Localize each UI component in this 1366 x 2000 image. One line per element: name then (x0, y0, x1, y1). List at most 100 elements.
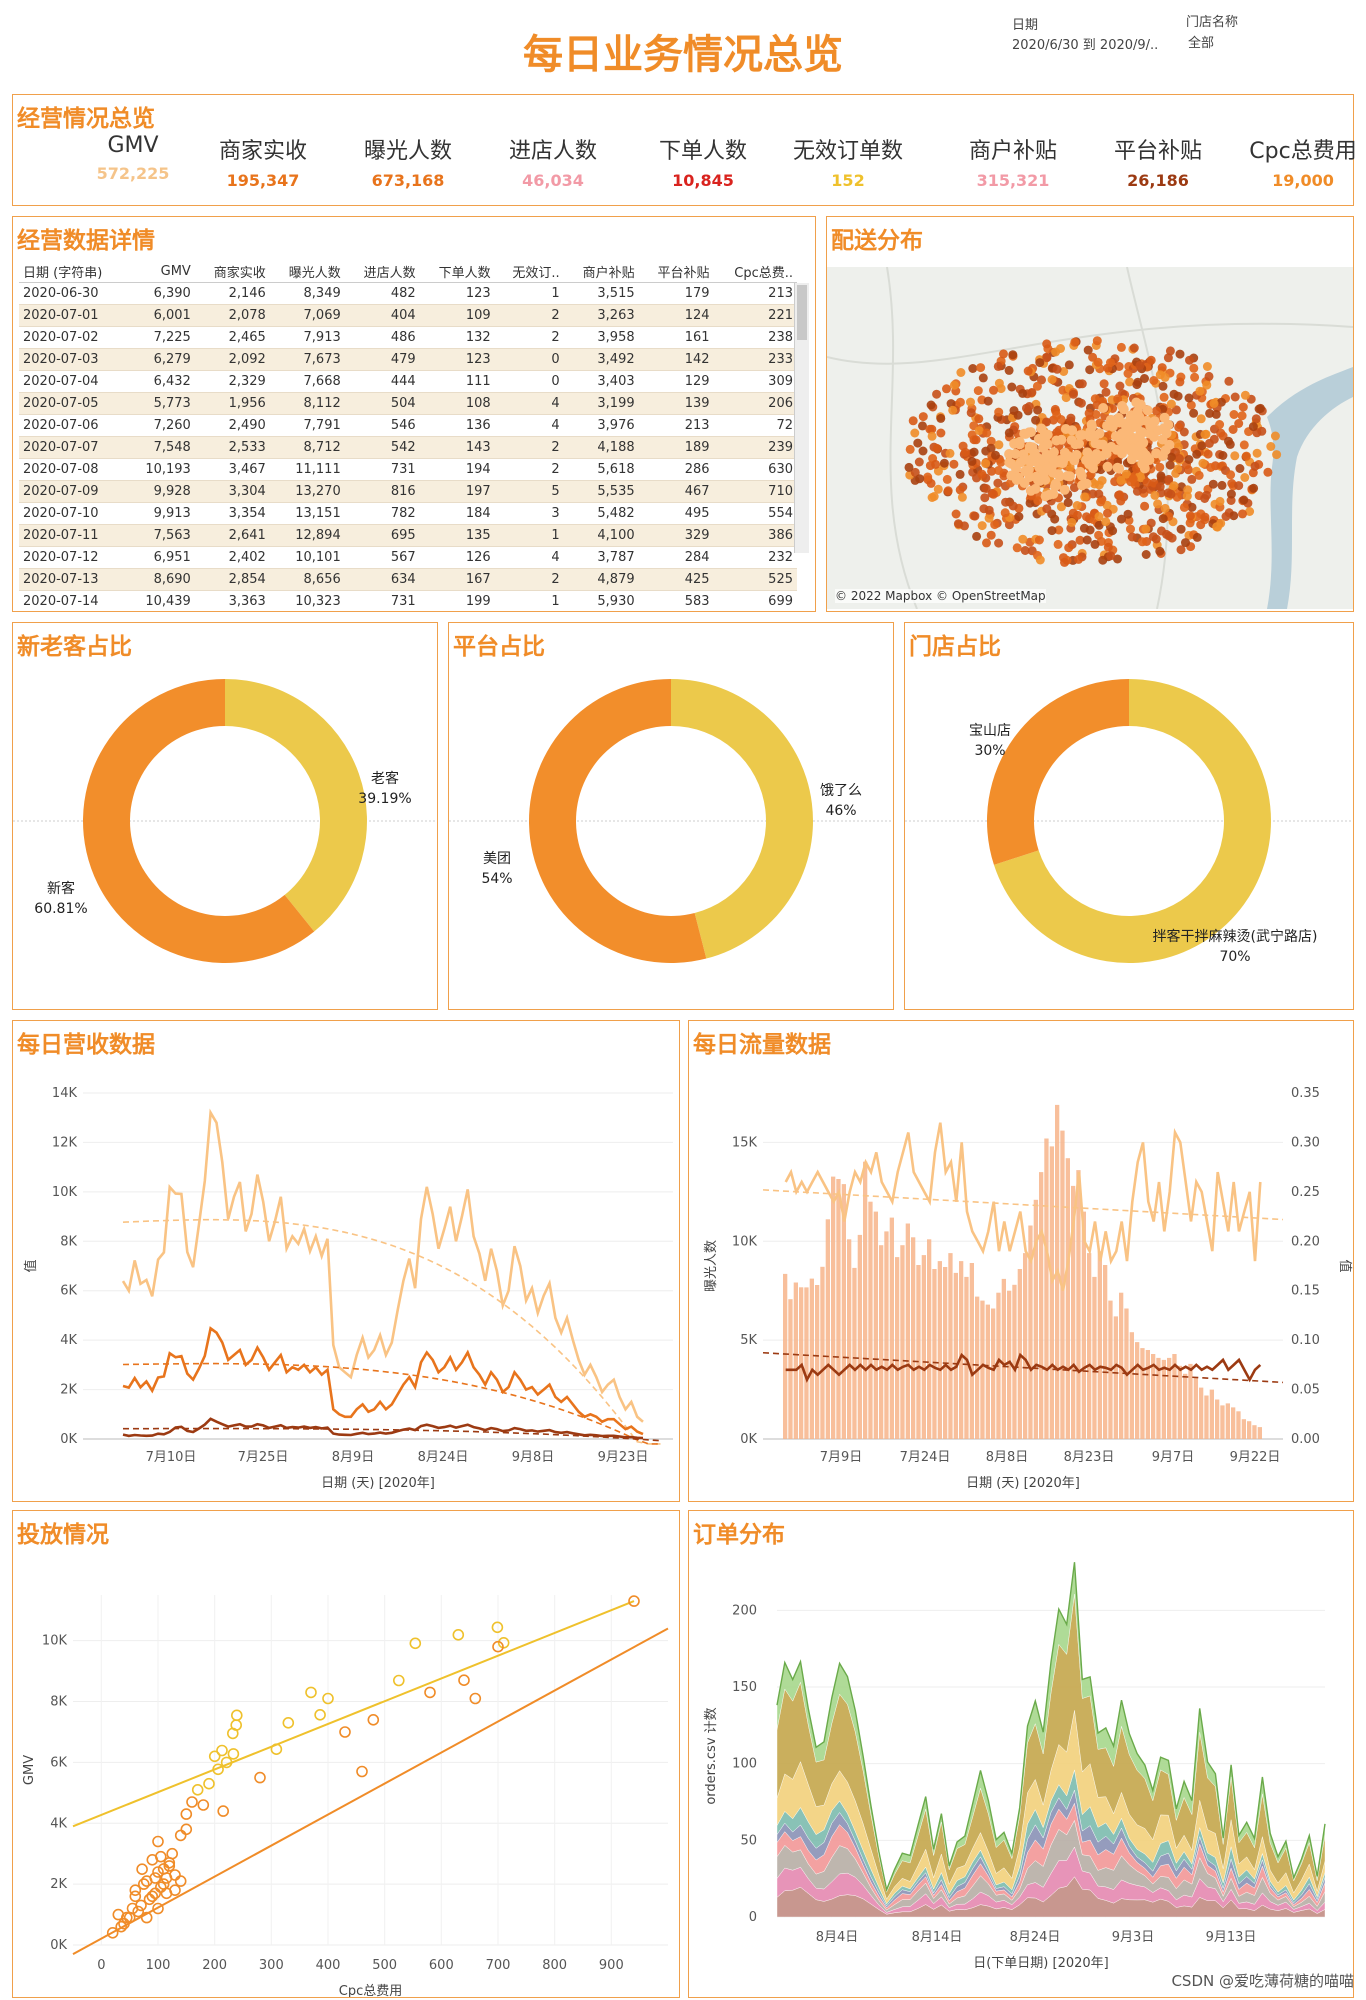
traffic-bar[interactable] (916, 1265, 921, 1439)
traffic-bar[interactable] (948, 1253, 953, 1439)
donut-chart-store[interactable]: 拌客干拌麻辣烫(武宁路店) 70% 宝山店 30% (905, 673, 1353, 1003)
scatter-point[interactable] (227, 1748, 240, 1760)
scatter-point[interactable] (458, 1674, 470, 1686)
scatter-point[interactable] (155, 1850, 167, 1863)
traffic-bar[interactable] (943, 1267, 948, 1439)
donut-slice[interactable] (671, 679, 813, 959)
scatter-point[interactable] (227, 1727, 239, 1740)
traffic-bar[interactable] (852, 1267, 857, 1439)
traffic-bar[interactable] (1129, 1332, 1134, 1439)
traffic-bar[interactable] (1188, 1363, 1193, 1439)
column-header[interactable]: 无效订.. (494, 261, 564, 283)
rate-line[interactable] (785, 1352, 1262, 1383)
traffic-bar[interactable] (1103, 1265, 1108, 1439)
traffic-bar[interactable] (1087, 1253, 1092, 1439)
traffic-bar[interactable] (868, 1201, 873, 1439)
traffic-bar[interactable] (1023, 1253, 1028, 1439)
scatter-point[interactable] (231, 1709, 243, 1722)
scatter-point[interactable] (191, 1784, 204, 1796)
traffic-bar[interactable] (1161, 1359, 1166, 1439)
traffic-bar[interactable] (895, 1257, 900, 1439)
traffic-bar[interactable] (1225, 1403, 1230, 1439)
traffic-bar[interactable] (1167, 1357, 1172, 1439)
traffic-bar[interactable] (1177, 1365, 1182, 1439)
traffic-bar[interactable] (1039, 1172, 1044, 1439)
table-row[interactable]: 2020-07-08 10,193 3,467 11,111 731 194 2 5,618 2… (19, 458, 797, 481)
traffic-bar[interactable] (889, 1217, 894, 1439)
scatter-point[interactable] (174, 1829, 187, 1842)
traffic-bar[interactable] (1183, 1373, 1188, 1439)
scatter-point[interactable] (174, 1875, 187, 1887)
scatter-point[interactable] (282, 1717, 295, 1729)
traffic-bar[interactable] (783, 1273, 788, 1439)
traffic-bar[interactable] (1151, 1354, 1156, 1439)
traffic-bar[interactable] (1119, 1292, 1124, 1439)
traffic-bar[interactable] (831, 1176, 836, 1439)
column-header[interactable]: 下单人数 (419, 261, 495, 283)
scatter-point[interactable] (180, 1808, 193, 1820)
traffic-bar[interactable] (1065, 1158, 1070, 1439)
scatter-point[interactable] (136, 1863, 148, 1876)
scatter-point[interactable] (220, 1756, 233, 1769)
traffic-bar[interactable] (1044, 1138, 1049, 1440)
scatter-point[interactable] (118, 1917, 130, 1930)
traffic-bar[interactable] (1097, 1251, 1102, 1439)
traffic-bar[interactable] (969, 1263, 974, 1439)
traffic-bar[interactable] (1145, 1350, 1150, 1439)
column-header[interactable]: 平台补贴 (638, 261, 714, 283)
series-line[interactable] (122, 1417, 644, 1440)
traffic-bar[interactable] (937, 1261, 942, 1439)
table-row[interactable]: 2020-07-07 7,548 2,533 8,712 542 143 2 4,188 189… (19, 436, 797, 459)
traffic-bar[interactable] (1071, 1185, 1076, 1439)
rate-line[interactable] (784, 1122, 1262, 1292)
traffic-bar[interactable] (921, 1255, 926, 1439)
traffic-bar[interactable] (1193, 1377, 1198, 1439)
scatter-point[interactable] (163, 1860, 176, 1872)
scatter-point[interactable] (339, 1726, 351, 1738)
store-filter-value[interactable]: 全部 (1188, 36, 1215, 51)
scatter-point[interactable] (169, 1884, 181, 1897)
scatter-point[interactable] (203, 1777, 215, 1790)
scatter-point[interactable] (216, 1744, 228, 1757)
traffic-bar[interactable] (985, 1304, 990, 1439)
scatter-point[interactable] (217, 1805, 229, 1817)
traffic-bar[interactable] (1204, 1395, 1209, 1440)
scatter-point[interactable] (270, 1743, 283, 1755)
scatter-point[interactable] (392, 1674, 405, 1687)
table-row[interactable]: 2020-07-14 10,439 3,363 10,323 731 199 1 5,930 5… (19, 590, 797, 611)
column-header[interactable]: 日期 (字符串) (19, 261, 129, 283)
scatter-point[interactable] (149, 1887, 161, 1900)
donut-slice[interactable] (987, 679, 1129, 865)
traffic-bar[interactable] (927, 1239, 932, 1439)
traffic-bar[interactable] (884, 1231, 889, 1439)
revenue-chart[interactable]: 0K 2K 4K 6K 8K 10K 12K 14K 7月10日 7月25日 8月9日 8月24日 9月… (13, 1065, 679, 1501)
traffic-bar[interactable] (905, 1223, 910, 1440)
traffic-bar[interactable] (1049, 1146, 1054, 1439)
column-header[interactable]: 曝光人数 (269, 261, 345, 283)
traffic-bar[interactable] (1028, 1225, 1033, 1440)
traffic-bar[interactable] (900, 1245, 905, 1439)
scatter-point[interactable] (146, 1890, 159, 1903)
traffic-bar[interactable] (1092, 1276, 1097, 1439)
donut-slice[interactable] (83, 679, 315, 963)
scatter-point[interactable] (115, 1920, 127, 1933)
donut-slice[interactable] (225, 679, 367, 932)
traffic-bar[interactable] (1199, 1387, 1204, 1439)
scatter-point[interactable] (208, 1750, 221, 1763)
traffic-chart[interactable]: 0K 5K 10K 15K 7月9日 7月24日 8月8日 8月23日 9月7日 9月22日日期 … (689, 1065, 1353, 1501)
traffic-bar[interactable] (873, 1211, 878, 1439)
traffic-bar[interactable] (820, 1266, 825, 1439)
traffic-bar[interactable] (1215, 1399, 1220, 1440)
traffic-bar[interactable] (836, 1179, 841, 1439)
table-row[interactable]: 2020-06-30 6,390 2,146 8,349 482 123 1 3,515 179… (19, 282, 797, 305)
traffic-bar[interactable] (1247, 1421, 1252, 1439)
scatter-point[interactable] (132, 1905, 144, 1918)
ad-scatter-chart[interactable]: 0K 2K 4K 6K 8K 10K 0 100 200 300 400 500 600 700 800 90… (13, 1555, 679, 1997)
scatter-point[interactable] (197, 1799, 210, 1811)
traffic-bar[interactable] (1033, 1199, 1038, 1439)
scatter-point[interactable] (143, 1893, 156, 1906)
traffic-bar[interactable] (975, 1296, 980, 1439)
traffic-bar[interactable] (1236, 1411, 1241, 1439)
traffic-bar[interactable] (980, 1300, 985, 1439)
traffic-bar[interactable] (1252, 1425, 1257, 1439)
